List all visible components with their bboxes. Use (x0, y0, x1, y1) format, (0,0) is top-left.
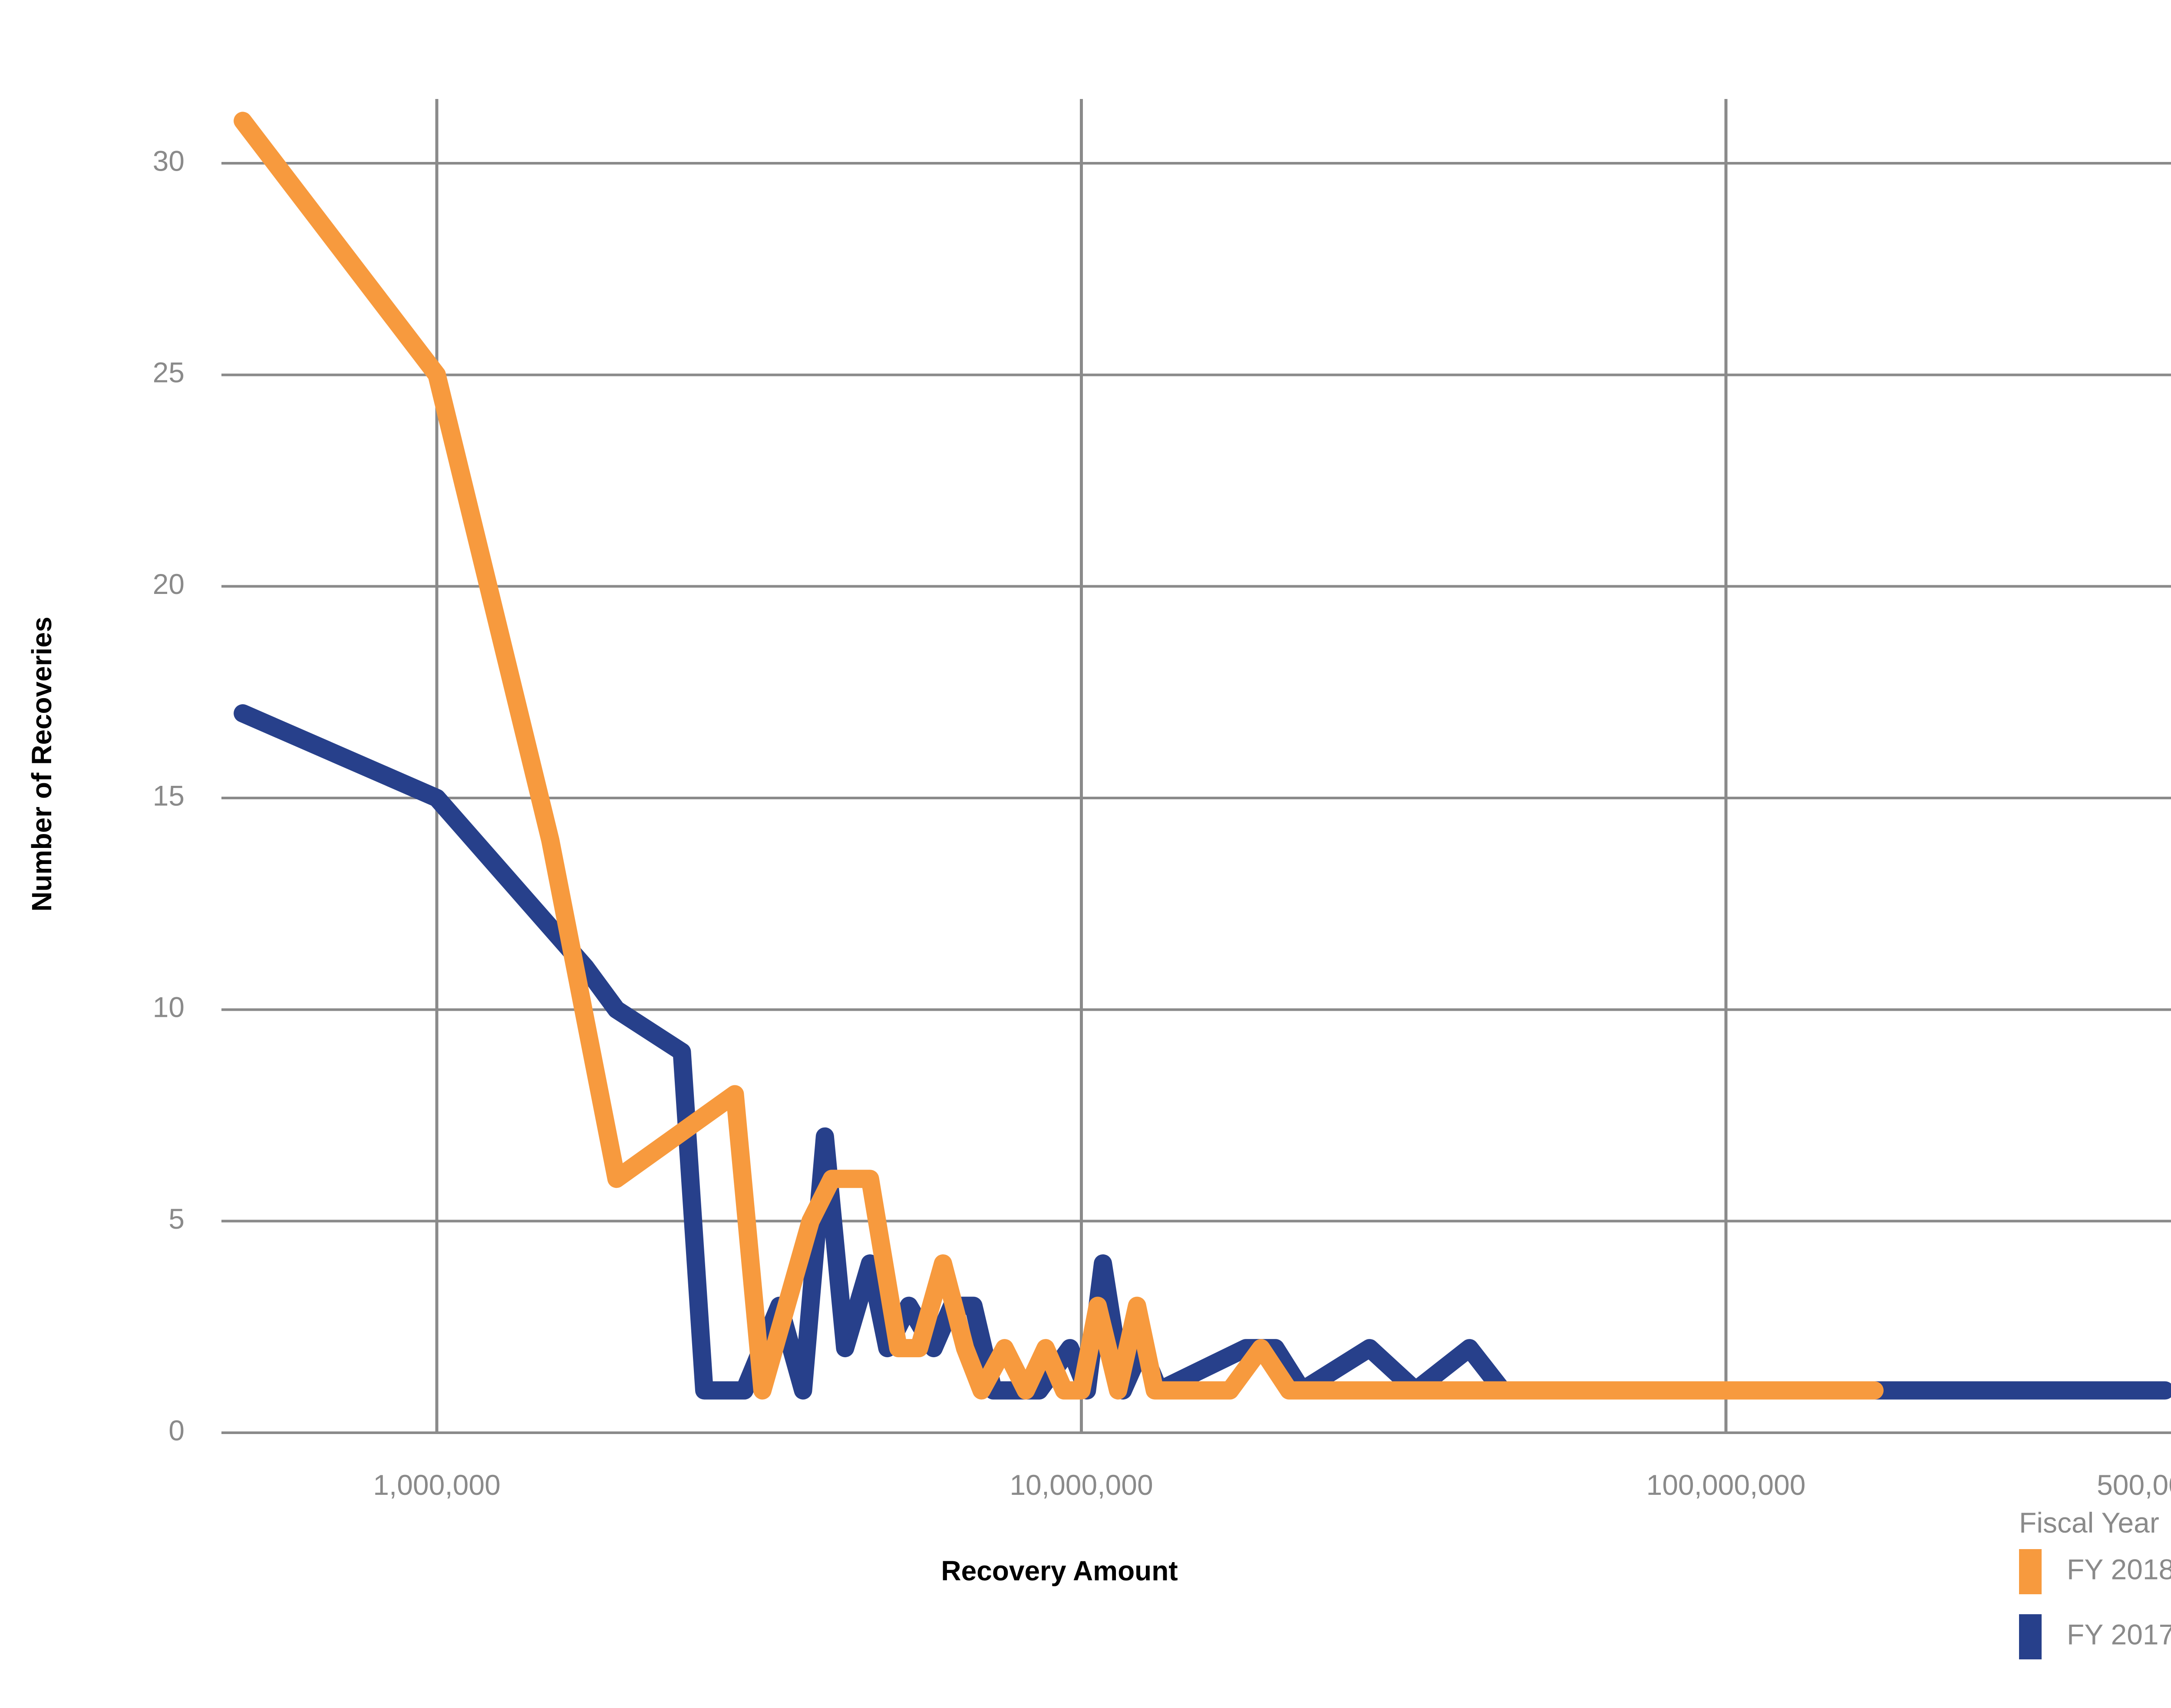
legend-title: Fiscal Year (2019, 1507, 2159, 1539)
legend: Fiscal Year FY 2018 FY 2017 (2019, 1507, 2171, 1659)
legend-swatch-fy-2017[interactable] (2019, 1614, 2042, 1659)
horizontal-gridlines (221, 162, 2171, 1434)
y-tick-label: 15 (153, 779, 185, 811)
y-tick-label: 0 (168, 1414, 185, 1446)
x-tick-label: 100,000,000 (1646, 1469, 1805, 1501)
y-tick-label: 20 (153, 568, 185, 600)
x-axis-title: Recovery Amount (941, 1555, 1178, 1586)
y-tick-label: 30 (153, 145, 185, 177)
y-tick-label: 10 (153, 991, 185, 1023)
legend-items: FY 2018 FY 2017 (2019, 1549, 2171, 1659)
y-axis-title: Number of Recoveries (26, 617, 57, 911)
series-lines (234, 112, 2171, 1400)
legend-label-fy-2018[interactable]: FY 2018 (2067, 1553, 2171, 1585)
legend-swatch-fy-2018[interactable] (2019, 1549, 2042, 1594)
x-tick-label: 1,000,000 (373, 1469, 501, 1501)
y-tick-label: 5 (168, 1203, 185, 1235)
x-axis-tick-labels: 1,000,000 10,000,000 100,000,000 500,000,00… (373, 1469, 2171, 1501)
legend-label-fy-2017[interactable]: FY 2017 (2067, 1618, 2171, 1650)
y-axis-tick-labels: 0 5 10 15 20 25 30 (153, 145, 185, 1446)
series-line-fy-2018 (234, 112, 1884, 1400)
series-line-fy-2017 (234, 704, 2171, 1400)
vertical-gridlines (435, 99, 1728, 1433)
x-tick-label: 500,000,000 (2097, 1469, 2171, 1501)
x-tick-label: 10,000,000 (1010, 1469, 1153, 1501)
y-tick-label: 25 (153, 356, 185, 389)
